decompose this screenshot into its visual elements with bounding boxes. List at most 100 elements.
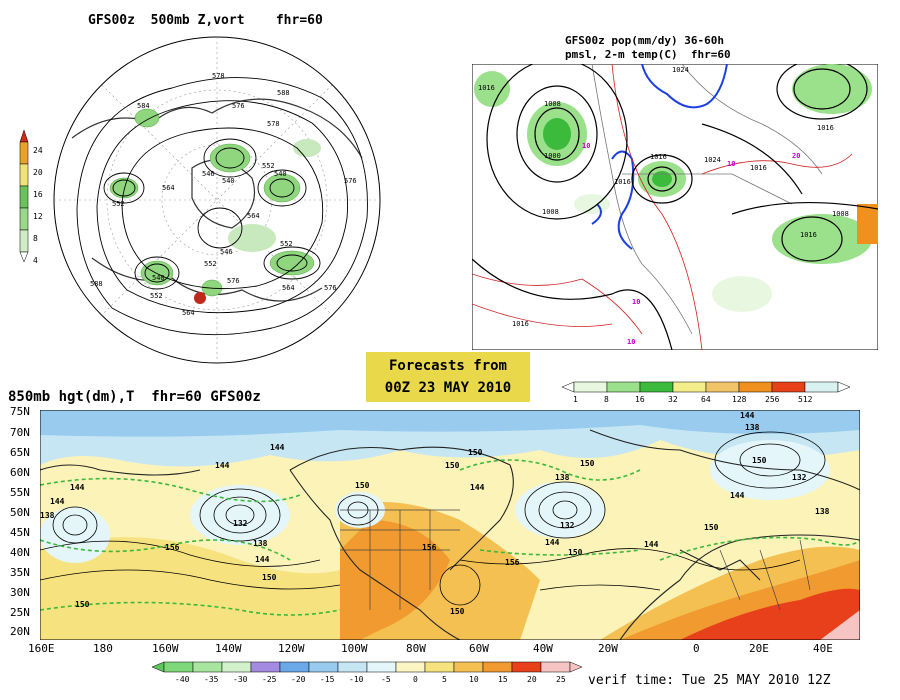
z-label: 564 <box>247 212 260 220</box>
lat-label: 50N <box>10 506 30 519</box>
panel-500mb-map: 578 584 588 576 564 552 546 540 540 552 … <box>53 36 381 364</box>
lon-label: 20W <box>598 642 618 655</box>
hgt-label: 144 <box>70 483 85 492</box>
temp-tick: 0 <box>413 675 418 684</box>
lon-label: 60W <box>469 642 489 655</box>
lat-label: 45N <box>10 526 30 539</box>
lon-label: 160E <box>28 642 55 655</box>
hgt-label: 138 <box>815 507 830 516</box>
panel-850-colorbar <box>152 661 583 673</box>
pop-tick: 16 <box>635 395 645 404</box>
z-label: 584 <box>137 102 150 110</box>
lat-label: 65N <box>10 446 30 459</box>
lon-label: 0 <box>693 642 700 655</box>
z-label: 564 <box>162 184 175 192</box>
hgt-label: 138 <box>40 511 55 520</box>
hgt-label: 144 <box>470 483 485 492</box>
panel-850-title: 850mb hgt(dm),T fhr=60 GFS00z <box>8 389 261 405</box>
isobar-label: 1016 <box>650 153 667 161</box>
hgt-label: 156 <box>165 543 180 552</box>
temp-tick: -15 <box>320 675 335 684</box>
z-label: 576 <box>227 277 240 285</box>
forecast-info-box: Forecasts from 00Z 23 MAY 2010 <box>366 352 530 402</box>
z-label: 578 <box>212 72 225 80</box>
temp-tick: -30 <box>233 675 248 684</box>
hgt-label: 150 <box>445 461 460 470</box>
forecast-from-label: Forecasts from <box>388 358 507 374</box>
z-label: 552 <box>112 200 125 208</box>
temp-tick: -10 <box>349 675 364 684</box>
temp-tick: 20 <box>527 675 537 684</box>
colorbar-tick: 20 <box>33 168 43 177</box>
lon-label: 80W <box>406 642 426 655</box>
hgt-label: 132 <box>792 473 807 482</box>
isobar-label: 1008 <box>544 100 561 108</box>
z-label: 576 <box>324 284 337 292</box>
temp-tick: -40 <box>175 675 190 684</box>
pop-tick: 64 <box>701 395 711 404</box>
isobar-label: 1008 <box>542 208 559 216</box>
temp-tick: 15 <box>498 675 508 684</box>
lat-label: 60N <box>10 466 30 479</box>
lat-label: 70N <box>10 426 30 439</box>
hgt-label: 150 <box>262 573 277 582</box>
hgt-label: 144 <box>545 538 560 547</box>
hgt-label: 150 <box>468 448 483 457</box>
temp-tick: 25 <box>556 675 566 684</box>
temp-tick: -35 <box>204 675 219 684</box>
temp-tick: 10 <box>469 675 479 684</box>
lon-label: 180 <box>93 642 113 655</box>
colorbar-tick: 16 <box>33 190 43 199</box>
colorbar-tick: 12 <box>33 212 43 221</box>
isobar-label: 1016 <box>614 178 631 186</box>
panel-500mb-title: GFS00z 500mb Z,vort fhr=60 <box>88 13 323 28</box>
z-label: 588 <box>90 280 103 288</box>
lat-label: 30N <box>10 586 30 599</box>
hgt-label: 150 <box>580 459 595 468</box>
hgt-label: 138 <box>253 539 268 548</box>
colorbar-tick: 24 <box>33 146 43 155</box>
hgt-label: 150 <box>704 523 719 532</box>
lon-label: 120W <box>278 642 305 655</box>
isobar-label: 1000 <box>544 152 561 160</box>
hgt-label: 150 <box>450 607 465 616</box>
hgt-label: 156 <box>505 558 520 567</box>
z-label: 588 <box>277 89 290 97</box>
lon-label: 160W <box>152 642 179 655</box>
hgt-label: 150 <box>752 456 767 465</box>
temp-tick: -5 <box>381 675 391 684</box>
z-label: 540 <box>222 177 235 185</box>
lon-label: 140W <box>215 642 242 655</box>
isobar-label: 1016 <box>478 84 495 92</box>
lon-label: 40W <box>533 642 553 655</box>
lat-label: 35N <box>10 566 30 579</box>
isobar-label: 1016 <box>512 320 529 328</box>
temp-label: 10 <box>627 338 635 346</box>
hgt-label: 150 <box>568 548 583 557</box>
hgt-label: 144 <box>730 491 745 500</box>
panel-pop-colorbar <box>562 381 851 393</box>
isobar-label: 1024 <box>672 66 689 74</box>
forecast-init-time: 00Z 23 MAY 2010 <box>384 380 512 396</box>
pop-tick: 8 <box>604 395 609 404</box>
isobar-label: 1008 <box>832 210 849 218</box>
temp-label: 10 <box>632 298 640 306</box>
hgt-label: 150 <box>75 600 90 609</box>
hgt-label: 132 <box>233 519 248 528</box>
panel-pop-title-2: pmsl, 2-m temp(C) fhr=60 <box>565 48 731 61</box>
lat-label: 20N <box>10 625 30 638</box>
temp-label: 20 <box>792 152 800 160</box>
temp-tick: -20 <box>291 675 306 684</box>
z-label: 578 <box>267 120 280 128</box>
temp-tick: 5 <box>442 675 447 684</box>
temp-label: 10 <box>727 160 735 168</box>
hgt-label: 144 <box>255 555 270 564</box>
temp-tick: -25 <box>262 675 277 684</box>
panel-pop-title-1: GFS00z pop(mm/dy) 36-60h <box>565 34 724 47</box>
panel-pop-map: 1016 1008 1000 1008 1016 1024 1016 1016 … <box>472 64 878 350</box>
lat-label: 75N <box>10 405 30 418</box>
z-label: 546 <box>220 248 233 256</box>
hgt-label: 138 <box>745 423 760 432</box>
hgt-label: 144 <box>740 411 755 420</box>
lon-label: 100W <box>341 642 368 655</box>
